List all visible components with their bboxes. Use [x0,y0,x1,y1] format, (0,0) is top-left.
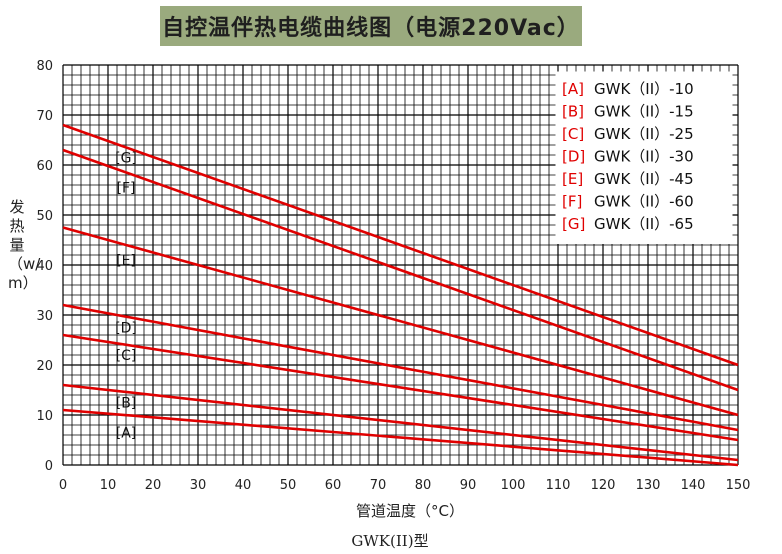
x-tick-label: 40 [235,478,252,493]
x-tick-label: 140 [681,478,706,493]
series-line [62,123,739,367]
legend-entry: GWK（II）-15 [594,103,694,121]
y-tick-label: 40 [36,259,53,274]
legend-letter: [E] [562,170,583,188]
y-tick-label: 30 [36,309,53,324]
x-tick-label: 10 [100,478,117,493]
chart-title-banner: 自控温伴热电缆曲线图（电源220Vac） [160,6,582,46]
series-annotation-label: [G] [115,151,137,167]
series-annotation-label: [B] [116,396,137,412]
y-tick-label: 70 [36,109,53,124]
x-axis-label: 管道温度（°C） [356,502,464,520]
x-tick-label: 120 [591,478,616,493]
x-tick-label: 110 [546,478,571,493]
series-line [62,383,739,462]
x-tick-label: 100 [501,478,526,493]
x-tick-label: 150 [726,478,751,493]
y-tick-label: 10 [36,409,53,424]
legend-letter: [G] [562,215,585,233]
legend-box [555,71,733,244]
legend-entry: GWK（II）-10 [594,80,694,98]
x-tick-label: 0 [59,478,67,493]
y-tick-label: 0 [45,459,53,474]
x-tick-label: 80 [415,478,432,493]
y-tick-label: 20 [36,359,53,374]
x-tick-label: 60 [325,478,342,493]
series-annotation-label: [C] [116,348,137,364]
legend-entry: GWK（II）-45 [594,170,694,188]
legend-entry: GWK（II）-30 [594,148,694,166]
series-annotation-label: [D] [115,321,137,337]
legend-letter: [D] [562,148,585,166]
chart-caption: GWK(II)型 [351,532,429,550]
chart-title: 自控温伴热电缆曲线图（电源220Vac） [162,16,580,41]
series-line [62,408,739,467]
series-annotation-label: [E] [116,253,136,269]
legend-letter: [C] [562,125,584,143]
x-tick-label: 70 [370,478,387,493]
x-tick-label: 50 [280,478,297,493]
series-annotation-label: [A] [116,426,137,442]
series-line [62,333,739,442]
legend-entry: GWK（II）-25 [594,125,694,143]
legend-entry: GWK（II）-65 [594,215,694,233]
y-tick-label: 50 [36,209,53,224]
legend-letter: [B] [562,103,584,121]
series-line [62,148,739,392]
x-tick-label: 130 [636,478,661,493]
y-tick-label: 60 [36,159,53,174]
legend-letter: [A] [562,80,584,98]
y-tick-label: 80 [36,59,53,74]
x-tick-label: 20 [145,478,162,493]
legend-letter: [F] [562,193,582,211]
series-line [62,226,739,417]
series-annotation-label: [F] [117,181,136,197]
series-line [62,303,739,432]
y-axis-label: 发热量（w/m） [8,198,41,292]
x-tick-label: 30 [190,478,207,493]
x-tick-label: 90 [460,478,477,493]
legend-entry: GWK（II）-60 [594,193,694,211]
